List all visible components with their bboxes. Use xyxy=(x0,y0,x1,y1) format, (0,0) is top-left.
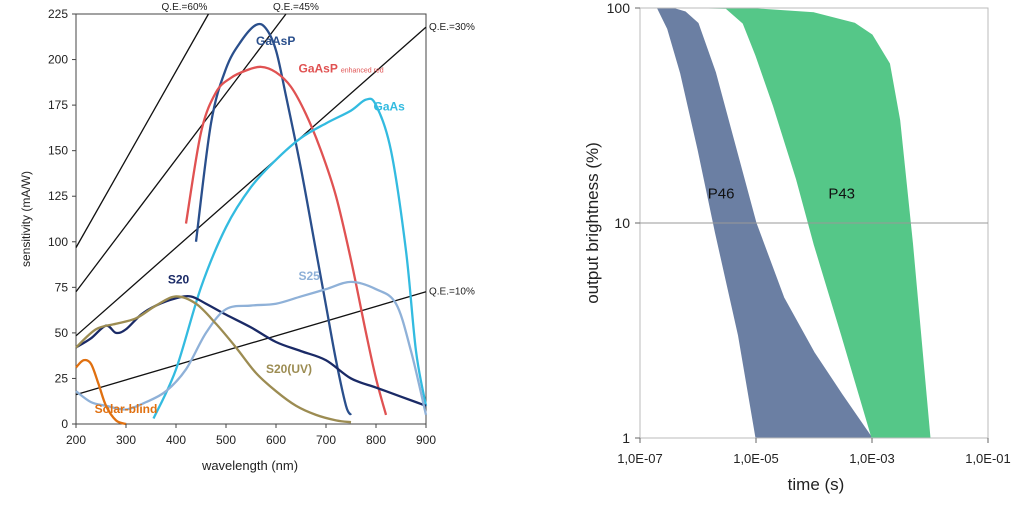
band-label-p46: P46 xyxy=(708,186,735,203)
brightness-x-axis-label: time (s) xyxy=(788,475,845,494)
y-tick-label-175: 175 xyxy=(48,98,68,112)
x-tick-label-900: 900 xyxy=(416,433,436,447)
brightness-y-axis-label: output brightness (%) xyxy=(583,142,602,304)
band-p46 xyxy=(657,7,873,439)
series-label-solar-blind: Solar-blind xyxy=(95,402,158,416)
x-tick-label-200: 200 xyxy=(66,433,86,447)
x-tick-label-700: 700 xyxy=(316,433,336,447)
sensitivity-chart: Q.E.=60% Q.E.=45% Q.E.=30% Q.E.=10% 200 300 4… xyxy=(19,2,475,473)
series-gaas xyxy=(152,97,428,420)
series-gaasp xyxy=(194,22,353,416)
qe-line-q-e-45 xyxy=(75,13,287,293)
y-tick-label-100: 100 xyxy=(48,235,68,249)
y-tick-label-50: 50 xyxy=(55,326,69,340)
series-s20-uv xyxy=(75,295,352,424)
brightness-x-ticks: 1,0E-07 1,0E-05 1,0E-03 1,0E-01 xyxy=(617,438,1011,466)
y-tick-label-75: 75 xyxy=(55,280,69,294)
time-tick-label-0: 1,0E-07 xyxy=(617,451,663,466)
y-tick-label-200: 200 xyxy=(48,53,68,67)
qe-line-q-e-10 xyxy=(75,291,427,396)
x-tick-label-400: 400 xyxy=(166,433,186,447)
brightness-series-labels: P46 P43 xyxy=(708,186,855,203)
brightness-tick-label-0: 1 xyxy=(622,430,630,446)
brightness-tick-label-1: 10 xyxy=(614,215,630,231)
x-tick-label-600: 600 xyxy=(266,433,286,447)
sensitivity-y-axis-label: sensitivity (mA/W) xyxy=(19,171,33,267)
y-tick-label-25: 25 xyxy=(55,371,69,385)
sensitivity-y-ticks: 0 25 50 75 100 125 150 175 200 225 xyxy=(48,7,76,431)
series-label-s20: S20 xyxy=(168,273,190,287)
series-solar-blind xyxy=(75,358,127,426)
qe-label-q-e-30: Q.E.=30% xyxy=(429,22,475,33)
qe-line-q-e-60 xyxy=(75,13,210,248)
series-s25 xyxy=(75,280,428,416)
time-tick-label-3: 1,0E-01 xyxy=(965,451,1011,466)
series-label-gaas: GaAs xyxy=(374,100,406,114)
time-tick-label-1: 1,0E-05 xyxy=(733,451,779,466)
x-tick-label-800: 800 xyxy=(366,433,386,447)
qe-line-q-e-30 xyxy=(75,26,427,337)
y-tick-label-150: 150 xyxy=(48,144,68,158)
series-s20 xyxy=(75,294,427,407)
series-gaasp-enhanced-red xyxy=(184,65,388,416)
x-tick-label-500: 500 xyxy=(216,433,236,447)
y-tick-label-125: 125 xyxy=(48,189,68,203)
series-label-s25: S25 xyxy=(299,269,321,283)
time-tick-label-2: 1,0E-03 xyxy=(849,451,895,466)
series-label-gaasp: GaAsP xyxy=(256,34,295,48)
band-label-p43: P43 xyxy=(828,186,855,203)
y-tick-label-0: 0 xyxy=(61,417,68,431)
qe-label-q-e-45: Q.E.=45% xyxy=(273,2,319,13)
qe-reference-lines: Q.E.=60% Q.E.=45% Q.E.=30% Q.E.=10% xyxy=(75,2,475,396)
y-tick-label-225: 225 xyxy=(48,7,68,21)
x-tick-label-300: 300 xyxy=(116,433,136,447)
sensitivity-series xyxy=(75,22,428,426)
series-label-s20-uv: S20(UV) xyxy=(266,362,312,376)
qe-label-q-e-60: Q.E.=60% xyxy=(162,2,208,13)
sensitivity-plot-area xyxy=(75,13,427,425)
qe-label-q-e-10: Q.E.=10% xyxy=(429,287,475,298)
sensitivity-x-ticks: 200 300 400 500 600 700 800 900 xyxy=(66,424,436,447)
sensitivity-x-axis-label: wavelength (nm) xyxy=(201,458,298,473)
brightness-y-ticks: 1 10 100 xyxy=(607,0,640,446)
brightness-tick-label-2: 100 xyxy=(607,0,631,16)
